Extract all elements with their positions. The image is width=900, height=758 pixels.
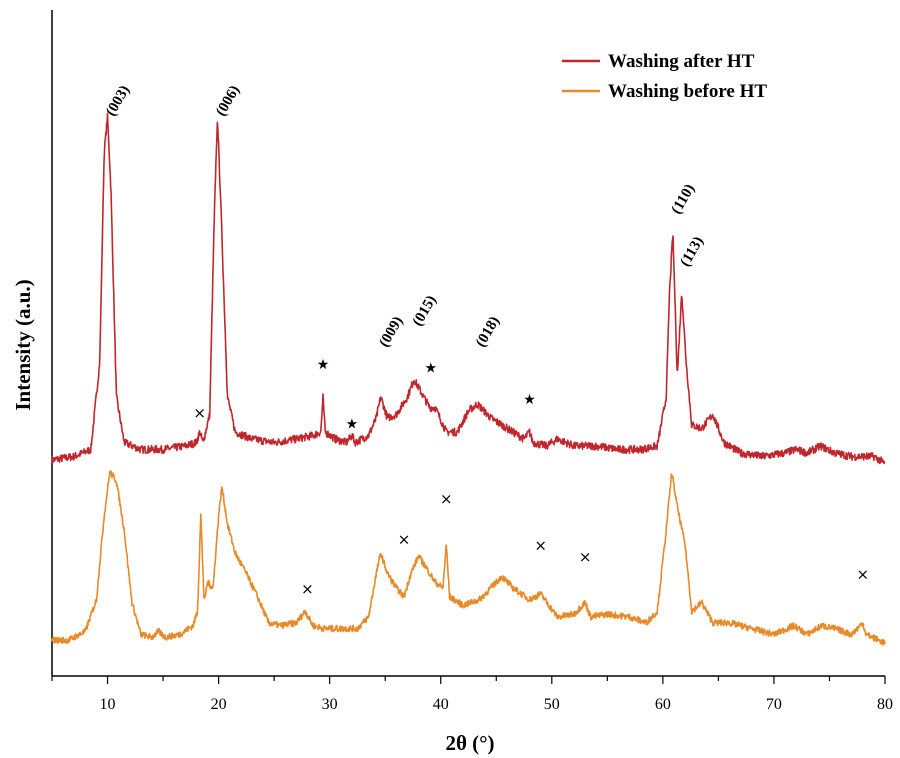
star-marker: ★ bbox=[424, 361, 437, 377]
series-washing-before-ht bbox=[51, 470, 886, 646]
star-marker: ★ bbox=[346, 417, 359, 433]
cross-marker: × bbox=[301, 580, 314, 598]
x-axis-ticks: 10 20 30 40 50 60 70 80 bbox=[51, 676, 893, 713]
peak-label: (015) bbox=[410, 293, 440, 329]
x-tick-label: 40 bbox=[433, 696, 449, 713]
series-layer bbox=[51, 112, 886, 646]
x-tick-label: 20 bbox=[211, 696, 227, 713]
x-axis-title: 2θ (°) bbox=[445, 731, 494, 755]
peak-label: (003) bbox=[103, 83, 133, 119]
x-tick-label: 10 bbox=[100, 696, 116, 713]
x-tick-label: 30 bbox=[322, 696, 338, 713]
peak-label: (006) bbox=[213, 83, 243, 119]
cross-marker: × bbox=[398, 531, 411, 549]
series-washing-after-ht bbox=[51, 112, 886, 465]
cross-marker: × bbox=[579, 548, 592, 566]
peak-label: (113) bbox=[677, 234, 707, 269]
peak-label: (110) bbox=[669, 182, 699, 217]
peak-label: (009) bbox=[376, 314, 406, 350]
x-tick-label: 80 bbox=[877, 696, 893, 713]
legend-label-before-ht: Washing before HT bbox=[608, 81, 767, 102]
cross-marker: × bbox=[534, 536, 547, 554]
legend: Washing after HT Washing before HT bbox=[562, 51, 767, 102]
x-tick-label: 60 bbox=[655, 696, 671, 713]
y-axis-title: Intensity (a.u.) bbox=[11, 279, 35, 410]
legend-label-after-ht: Washing after HT bbox=[608, 51, 755, 72]
star-marker: ★ bbox=[523, 392, 536, 408]
x-tick-label: 70 bbox=[766, 696, 782, 713]
star-marker: ★ bbox=[317, 357, 330, 373]
plot-frame bbox=[51, 10, 885, 677]
cross-marker: × bbox=[440, 490, 453, 508]
peak-label: (018) bbox=[473, 314, 503, 350]
cross-marker: × bbox=[193, 404, 206, 422]
x-tick-label: 50 bbox=[544, 696, 560, 713]
cross-marker: × bbox=[856, 565, 869, 583]
